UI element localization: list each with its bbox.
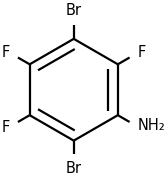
Text: F: F: [2, 120, 10, 135]
Text: F: F: [137, 45, 145, 60]
Text: NH₂: NH₂: [137, 118, 165, 133]
Text: Br: Br: [66, 161, 82, 176]
Text: Br: Br: [66, 4, 82, 19]
Text: F: F: [2, 45, 10, 60]
